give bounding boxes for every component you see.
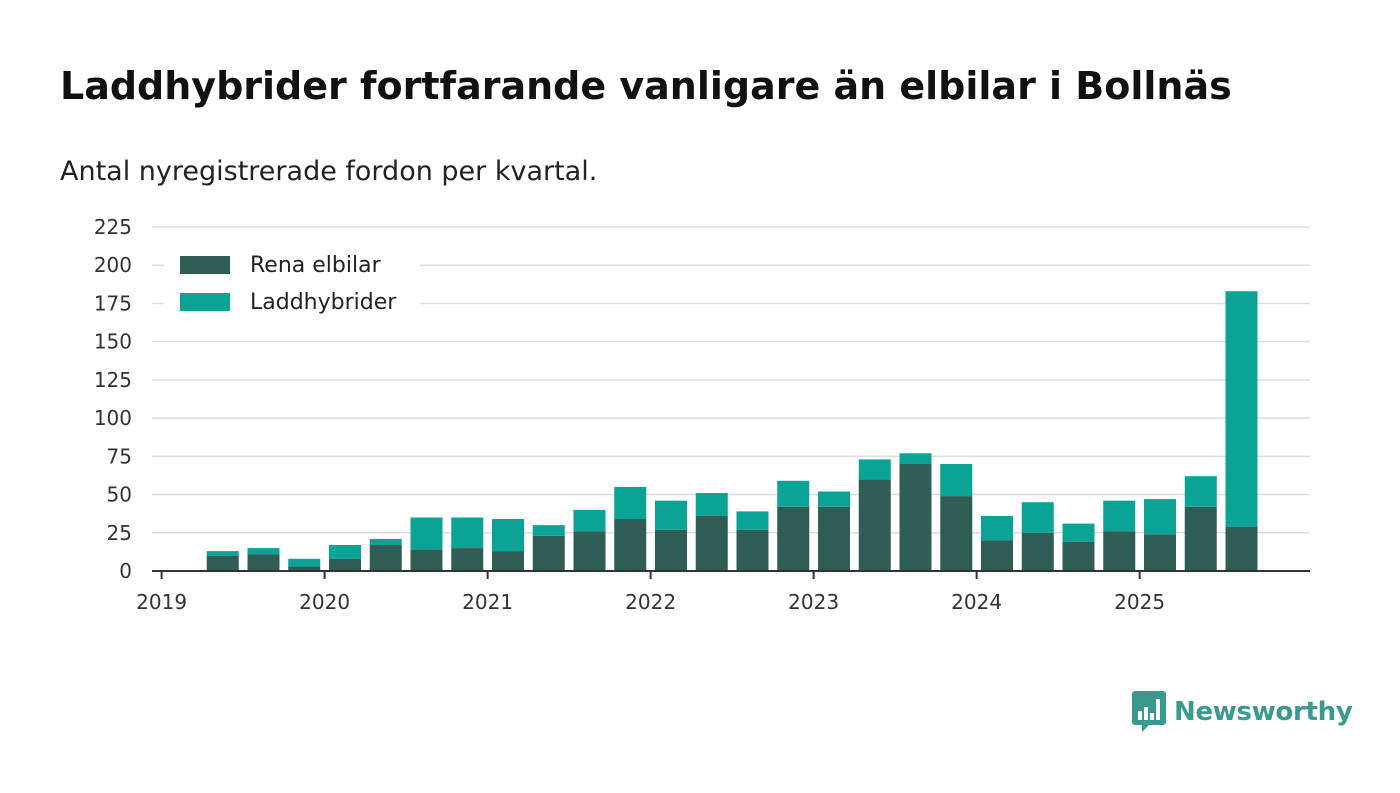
bar-laddhybrider: [532, 525, 565, 536]
legend-swatch: [180, 256, 230, 274]
x-tick-label: 2023: [788, 590, 839, 614]
chart-bubble-icon: [1132, 691, 1166, 732]
bar-elbilar: [736, 529, 769, 571]
x-tick-label: 2021: [462, 590, 513, 614]
legend-swatch: [180, 293, 230, 311]
bar-laddhybrider: [736, 511, 769, 530]
y-tick-label: 0: [119, 559, 132, 583]
bar-laddhybrider: [492, 519, 524, 552]
bar-elbilar: [1184, 506, 1217, 571]
bar-laddhybrider: [288, 558, 321, 567]
y-tick-label: 25: [107, 521, 132, 545]
bar-elbilar: [410, 549, 443, 571]
bars: [206, 291, 1258, 571]
x-tick-label: 2019: [136, 590, 187, 614]
bar-laddhybrider: [695, 493, 728, 516]
bar-elbilar: [981, 540, 1013, 571]
y-tick-label: 200: [94, 253, 132, 277]
x-tick-label: 2025: [1114, 590, 1165, 614]
chart-subtitle: Antal nyregistrerade fordon per kvartal.: [60, 156, 598, 187]
bar-elbilar: [818, 506, 850, 571]
bar-laddhybrider: [777, 480, 810, 507]
bar-laddhybrider: [981, 515, 1013, 541]
bar-elbilar: [858, 479, 891, 571]
bar-elbilar: [329, 558, 361, 571]
x-tick-label: 2022: [625, 590, 676, 614]
bar-elbilar: [1225, 526, 1258, 571]
y-tick-label: 75: [107, 444, 132, 468]
bar-laddhybrider: [329, 545, 361, 559]
y-tick-label: 100: [94, 406, 132, 430]
y-tick-label: 175: [94, 291, 132, 315]
bar-laddhybrider: [1021, 502, 1054, 533]
bar-elbilar: [1103, 531, 1136, 571]
bar-elbilar: [655, 529, 687, 571]
newsworthy-logo: Newsworthy: [1132, 691, 1353, 733]
bar-laddhybrider: [940, 463, 973, 497]
bar-laddhybrider: [655, 500, 687, 530]
bar-elbilar: [1144, 534, 1176, 571]
bar-laddhybrider: [899, 453, 932, 464]
x-tick-label: 2020: [299, 590, 350, 614]
legend-label: Laddhybrider: [250, 290, 397, 315]
bar-elbilar: [614, 519, 647, 571]
bar-elbilar: [899, 463, 932, 571]
bar-laddhybrider: [573, 509, 606, 532]
y-axis-ticks: 0 25 50 75 100 125 150 175 200 225: [94, 215, 132, 583]
bar-laddhybrider: [1062, 523, 1095, 542]
chart-title: Laddhybrider fortfarande vanligare än el…: [60, 64, 1232, 108]
bar-laddhybrider: [614, 486, 647, 520]
bar-elbilar: [573, 531, 606, 571]
bar-elbilar: [288, 566, 321, 571]
bar-laddhybrider: [206, 551, 239, 556]
bar-elbilar: [940, 496, 973, 571]
bar-laddhybrider: [1225, 291, 1258, 527]
bar-laddhybrider: [1184, 476, 1217, 507]
bar-elbilar: [695, 515, 728, 571]
bar-laddhybrider: [369, 538, 402, 546]
y-tick-label: 225: [94, 215, 132, 239]
bar-elbilar: [492, 551, 524, 571]
bar-elbilar: [206, 555, 239, 571]
bar-elbilar: [1062, 541, 1095, 571]
y-tick-label: 150: [94, 330, 132, 354]
bar-laddhybrider: [858, 459, 891, 480]
bar-elbilar: [451, 548, 484, 571]
bar-elbilar: [532, 535, 565, 571]
bar-elbilar: [777, 506, 810, 571]
bar-elbilar: [1021, 532, 1054, 571]
y-tick-label: 125: [94, 368, 132, 392]
bar-laddhybrider: [1103, 500, 1136, 532]
x-axis-ticks: 2019 2020 2021 2022 2023 2024 2025: [136, 571, 1165, 614]
legend-label: Rena elbilar: [250, 253, 382, 278]
bar-laddhybrider: [451, 517, 484, 549]
bar-laddhybrider: [818, 491, 850, 507]
bar-elbilar: [369, 545, 402, 571]
bar-laddhybrider: [1144, 499, 1176, 535]
brand-name: Newsworthy: [1174, 697, 1353, 727]
legend: Rena elbilar Laddhybrider: [164, 246, 420, 322]
bar-laddhybrider: [247, 548, 280, 555]
y-tick-label: 50: [107, 483, 132, 507]
bar-laddhybrider: [410, 517, 443, 550]
x-tick-label: 2024: [951, 590, 1002, 614]
bar-elbilar: [247, 554, 280, 571]
